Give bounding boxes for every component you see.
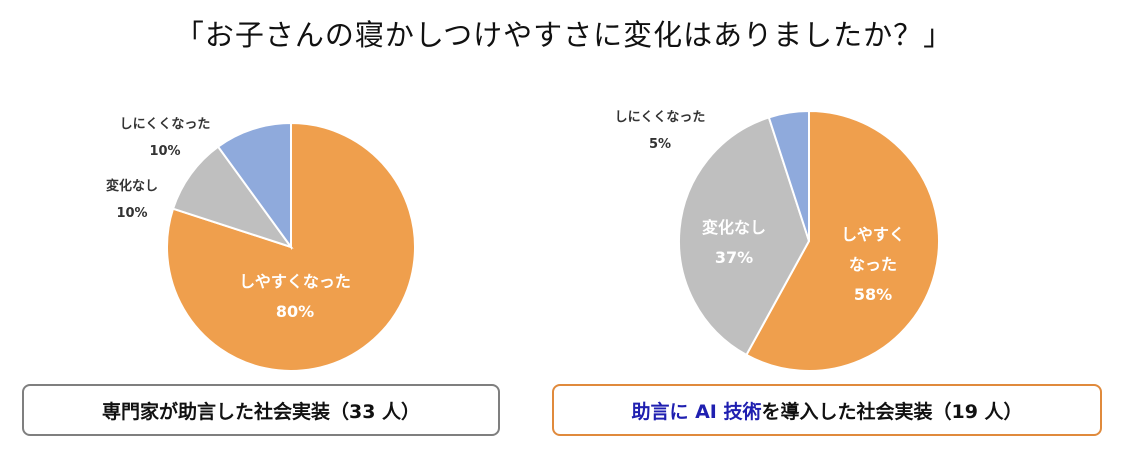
caption-ai-rest: を導入した社会実装（19 人） bbox=[761, 400, 1023, 423]
caption-ai-highlight: 助言に AI 技術 bbox=[631, 400, 762, 423]
pie-label-1-0-1: なった bbox=[849, 255, 897, 274]
pie-label-0-2-1: 10% bbox=[149, 144, 180, 159]
pie-slice-0-2 bbox=[216, 121, 292, 251]
pie-label-0-0-1: 80% bbox=[276, 302, 314, 321]
pie-label-1-1-0: 変化なし bbox=[702, 218, 766, 237]
caption-box-expert: 専門家が助言した社会実装（33 人） bbox=[22, 384, 500, 436]
pie-label-1-2-1: 5% bbox=[649, 137, 671, 152]
pie-label-1-1-1: 37% bbox=[715, 248, 753, 267]
page-title: 「お子さんの寝かしつけやすさに変化はありましたか？」 bbox=[174, 18, 954, 52]
caption-box-ai: 助言に AI 技術 を導入した社会実装（19 人） bbox=[552, 384, 1102, 436]
pie-slice-1-1 bbox=[678, 116, 811, 357]
pie-label-1-0-0: しやすく bbox=[841, 225, 905, 244]
pie-label-0-1-0: 変化なし bbox=[106, 178, 158, 194]
pie-label-0-0-0: しやすくなった bbox=[239, 272, 351, 291]
caption-expert: 専門家が助言した社会実装（33 人） bbox=[101, 400, 421, 423]
pie-slice-0-1 bbox=[171, 145, 294, 249]
pie-label-0-2-0: しにくくなった bbox=[120, 117, 211, 132]
pie-label-1-0-2: 58% bbox=[854, 285, 892, 304]
pie-slice-1-0 bbox=[745, 109, 940, 372]
pie-slice-1-2 bbox=[767, 109, 810, 242]
pie-label-0-1-1: 10% bbox=[116, 206, 147, 221]
pie-label-1-2-0: しにくくなった bbox=[615, 110, 706, 125]
